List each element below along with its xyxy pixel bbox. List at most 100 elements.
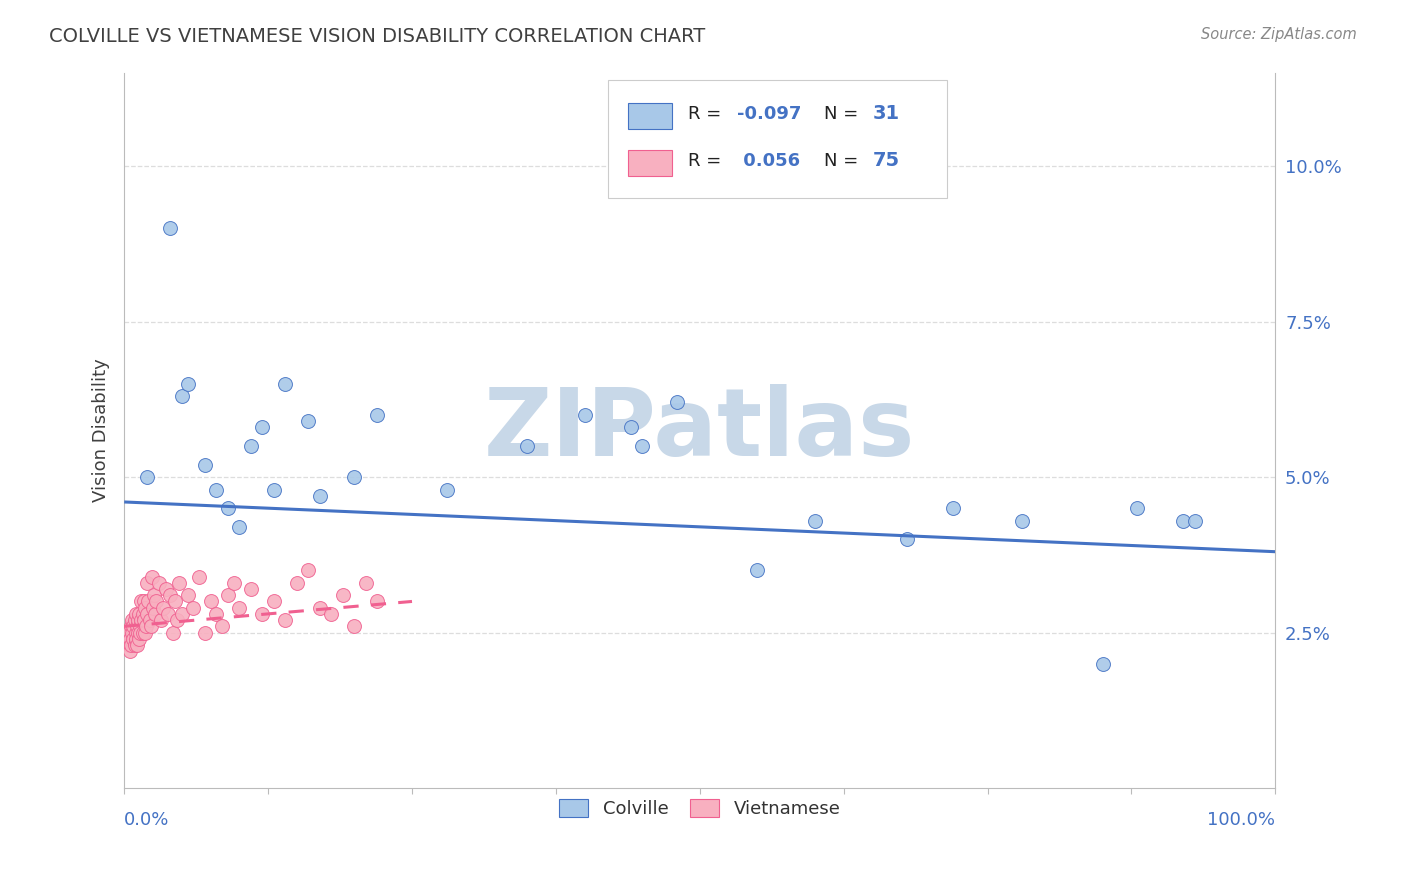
Point bbox=[143, 588, 166, 602]
Point bbox=[239, 439, 262, 453]
Point bbox=[343, 470, 366, 484]
Point bbox=[217, 501, 239, 516]
Point bbox=[200, 594, 222, 608]
Point bbox=[129, 625, 152, 640]
Point bbox=[134, 625, 156, 640]
Point bbox=[145, 594, 167, 608]
Point bbox=[176, 376, 198, 391]
Point bbox=[263, 483, 285, 497]
Point bbox=[1173, 514, 1195, 528]
Point bbox=[274, 376, 297, 391]
FancyBboxPatch shape bbox=[607, 80, 948, 198]
Point bbox=[136, 470, 159, 484]
Text: N =: N = bbox=[824, 152, 865, 169]
Text: 100.0%: 100.0% bbox=[1208, 811, 1275, 829]
Point bbox=[332, 588, 354, 602]
Point bbox=[125, 619, 148, 633]
Point bbox=[127, 625, 149, 640]
Point bbox=[138, 613, 160, 627]
Point bbox=[124, 638, 146, 652]
Text: 31: 31 bbox=[873, 104, 900, 123]
Point bbox=[222, 575, 245, 590]
Point bbox=[620, 420, 643, 434]
Point bbox=[138, 594, 160, 608]
Point bbox=[141, 569, 163, 583]
Point bbox=[131, 594, 153, 608]
Point bbox=[170, 607, 193, 621]
Point bbox=[132, 594, 155, 608]
Point bbox=[156, 607, 179, 621]
Point bbox=[120, 619, 142, 633]
Point bbox=[125, 607, 148, 621]
Point bbox=[285, 575, 308, 590]
Text: COLVILLE VS VIETNAMESE VISION DISABILITY CORRELATION CHART: COLVILLE VS VIETNAMESE VISION DISABILITY… bbox=[49, 27, 706, 45]
Point bbox=[942, 501, 965, 516]
Point bbox=[118, 644, 141, 658]
Point bbox=[205, 607, 228, 621]
Text: N =: N = bbox=[824, 104, 865, 123]
Point bbox=[117, 625, 139, 640]
Point bbox=[134, 600, 156, 615]
Point bbox=[1126, 501, 1149, 516]
Point bbox=[436, 483, 458, 497]
Point bbox=[366, 408, 388, 422]
Point bbox=[211, 619, 233, 633]
Text: R =: R = bbox=[689, 152, 727, 169]
Point bbox=[1011, 514, 1033, 528]
Text: 0.0%: 0.0% bbox=[124, 811, 170, 829]
Point bbox=[309, 600, 332, 615]
Point bbox=[122, 619, 145, 633]
Point bbox=[896, 533, 918, 547]
Point bbox=[159, 588, 181, 602]
Point bbox=[125, 638, 148, 652]
Point bbox=[152, 600, 174, 615]
Point bbox=[309, 489, 332, 503]
Point bbox=[252, 607, 274, 621]
Point bbox=[128, 632, 150, 646]
Point bbox=[125, 625, 148, 640]
Text: -0.097: -0.097 bbox=[737, 104, 801, 123]
Point bbox=[143, 607, 166, 621]
Point bbox=[136, 575, 159, 590]
Point bbox=[128, 607, 150, 621]
Point bbox=[142, 600, 165, 615]
Point bbox=[150, 613, 173, 627]
FancyBboxPatch shape bbox=[628, 103, 672, 128]
Point bbox=[804, 514, 827, 528]
Point bbox=[354, 575, 377, 590]
Point bbox=[120, 638, 142, 652]
Point bbox=[343, 619, 366, 633]
Point bbox=[263, 594, 285, 608]
Point bbox=[169, 575, 191, 590]
Point bbox=[297, 414, 319, 428]
Y-axis label: Vision Disability: Vision Disability bbox=[93, 359, 110, 502]
Point bbox=[665, 395, 688, 409]
Point bbox=[205, 483, 228, 497]
Point bbox=[1184, 514, 1206, 528]
Point bbox=[217, 588, 239, 602]
Point bbox=[228, 600, 250, 615]
Point bbox=[176, 588, 198, 602]
Point bbox=[125, 632, 148, 646]
Point bbox=[155, 582, 177, 596]
Point bbox=[121, 613, 143, 627]
Point bbox=[170, 389, 193, 403]
Point bbox=[148, 575, 170, 590]
Point bbox=[181, 600, 204, 615]
Point bbox=[1091, 657, 1114, 671]
Point bbox=[135, 619, 157, 633]
Point bbox=[321, 607, 343, 621]
Point bbox=[574, 408, 596, 422]
Point bbox=[274, 613, 297, 627]
Point bbox=[366, 594, 388, 608]
Point bbox=[118, 638, 141, 652]
FancyBboxPatch shape bbox=[628, 151, 672, 176]
Point bbox=[139, 619, 162, 633]
Point bbox=[239, 582, 262, 596]
Point bbox=[121, 625, 143, 640]
Point bbox=[228, 520, 250, 534]
Point bbox=[163, 594, 186, 608]
Text: R =: R = bbox=[689, 104, 727, 123]
Point bbox=[159, 221, 181, 235]
Point bbox=[252, 420, 274, 434]
